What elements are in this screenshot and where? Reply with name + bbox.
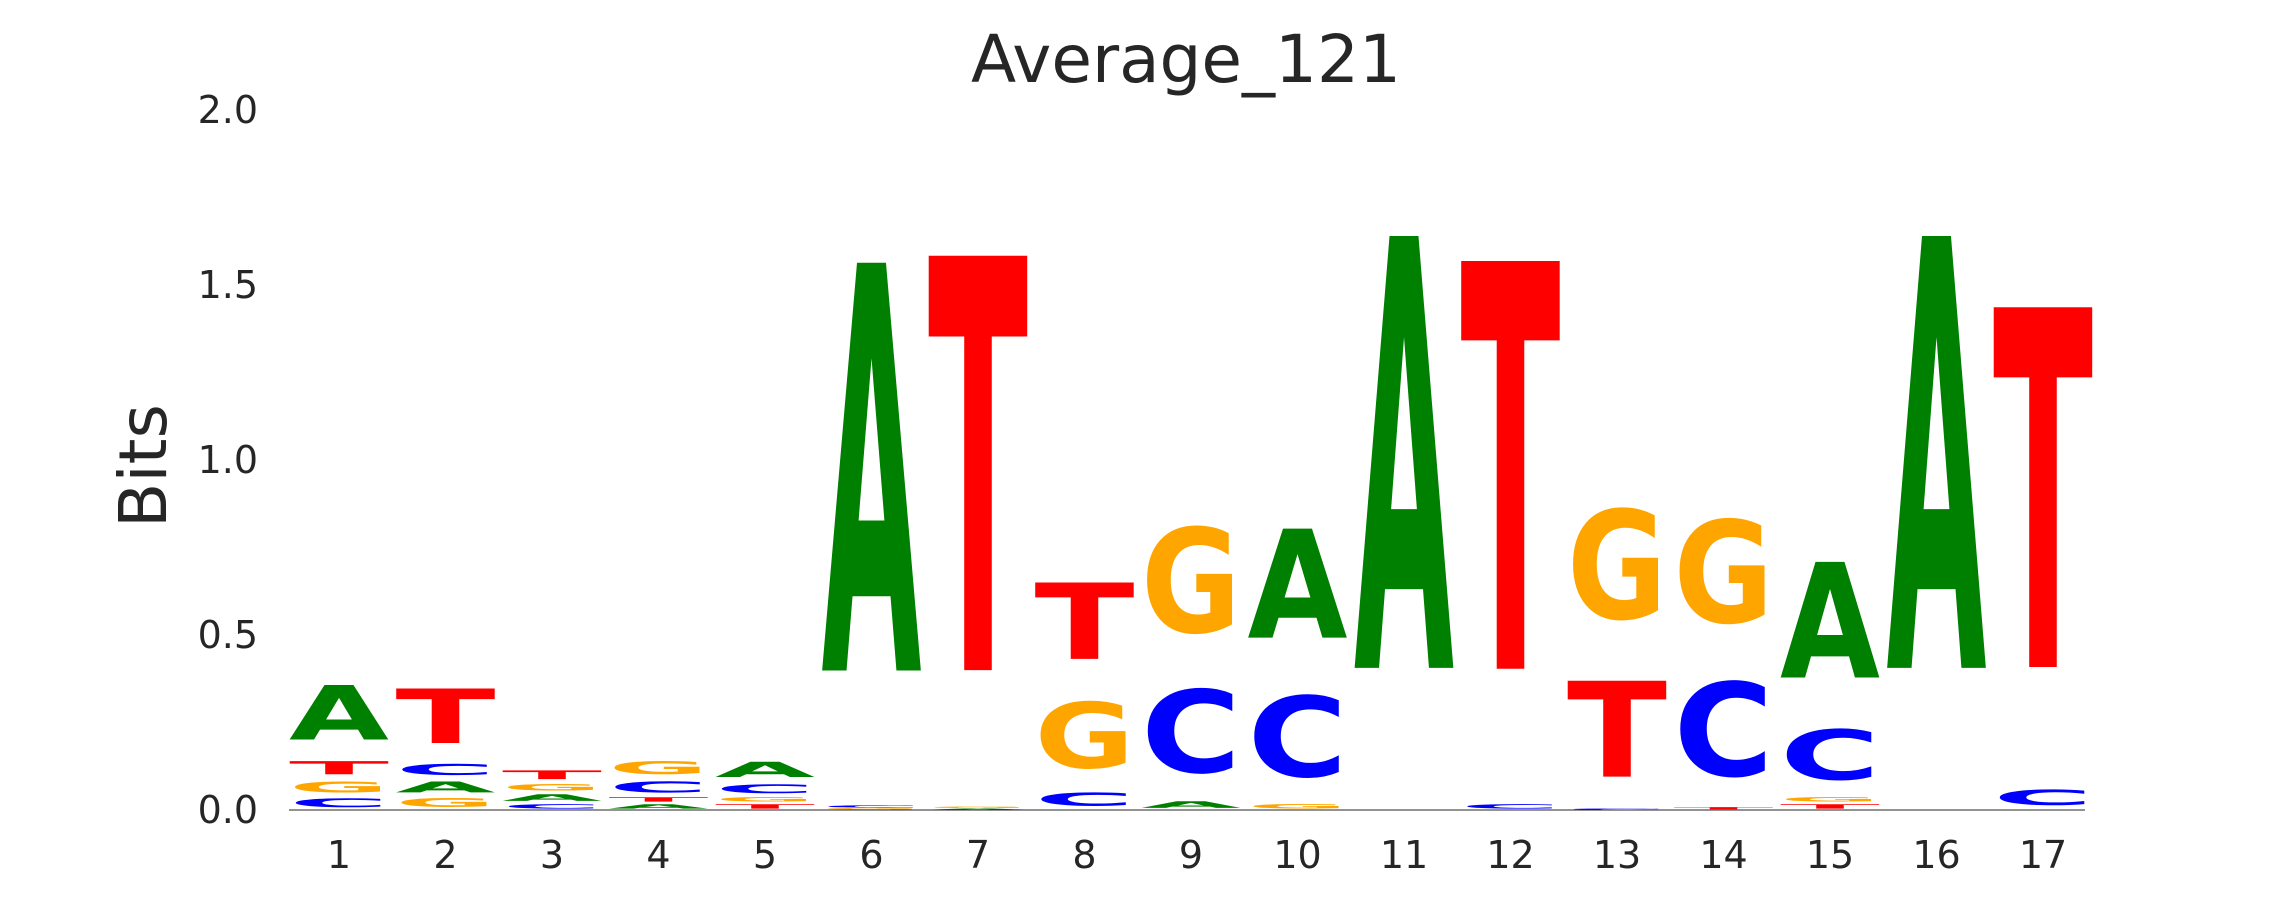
y-axis-ticks: 0.0 0.5 1.0 1.5 2.0 — [198, 88, 258, 832]
logo-column: AG T — [928, 143, 1029, 810]
y-tick-label: 0.5 — [198, 613, 258, 657]
logo-letter-A: A — [715, 758, 816, 782]
x-axis-ticks: 1 2 3 4 5 6 7 8 9 10 11 12 13 14 15 16 17 — [327, 833, 2067, 877]
logo-letter-T: T — [609, 796, 709, 803]
logo-letter-A: A — [609, 803, 709, 810]
logo-letter-T: T — [928, 143, 1029, 804]
logo-letter-G: G — [715, 796, 815, 803]
x-tick-label: 3 — [540, 833, 564, 877]
logo-column: ACG — [1141, 499, 1241, 810]
logo-letter-G: G — [928, 807, 1028, 809]
logo-letter-G: G — [1141, 499, 1241, 666]
logo-letter-C: C — [1035, 789, 1135, 810]
logo-letter-C: C — [289, 796, 389, 810]
logo-letter-A: A — [1141, 800, 1241, 810]
logo-column: A — [1354, 119, 1455, 808]
x-tick-label: 11 — [1380, 833, 1428, 877]
x-tick-label: 5 — [753, 833, 777, 877]
x-tick-label: 13 — [1593, 833, 1641, 877]
logo-column: A — [1887, 119, 1988, 808]
logo-letter-A: A — [928, 808, 1028, 810]
x-tick-label: 16 — [1912, 833, 1960, 877]
logo-letter-G: G — [502, 782, 602, 792]
logo-letter-C: C — [1248, 675, 1348, 803]
x-tick-label: 17 — [2019, 833, 2067, 877]
x-tick-label: 8 — [1072, 833, 1096, 877]
logo-letter-T: T — [1674, 807, 1774, 810]
y-tick-label: 1.5 — [198, 263, 258, 307]
logo-letter-C: C — [822, 805, 922, 808]
x-tick-label: 7 — [966, 833, 990, 877]
y-tick-label: 0.0 — [198, 788, 258, 832]
logo-letter-A: A — [396, 779, 496, 796]
logo-column: CGT — [1035, 563, 1135, 810]
logo-column: GCA — [1248, 498, 1348, 810]
logo-letter-C: C — [1461, 803, 1561, 810]
logo-letter-A: A — [1887, 119, 1988, 808]
logo-letter-G: G — [396, 796, 496, 810]
chart-title: Average_121 — [971, 21, 1401, 98]
x-tick-label: 12 — [1486, 833, 1534, 877]
logo-letter-C: C — [715, 782, 815, 796]
y-tick-label: 1.0 — [198, 438, 258, 482]
logo-letter-G: G — [1035, 685, 1135, 789]
x-tick-label: 14 — [1699, 833, 1747, 877]
logo-letter-T: T — [715, 803, 815, 810]
logo-column: GCA — [822, 151, 923, 810]
logo-letter-A: A — [1248, 498, 1348, 672]
logo-letter-T: T — [1567, 655, 1667, 808]
logo-letter-T: T — [1780, 803, 1880, 810]
logo-letter-A: A — [822, 151, 923, 803]
logo-letter-T: T — [396, 674, 496, 761]
logo-letter-G: G — [289, 779, 389, 796]
x-tick-label: 4 — [646, 833, 670, 877]
x-tick-label: 10 — [1273, 833, 1321, 877]
logo-letter-T: T — [1035, 563, 1135, 685]
logo-letter-A: A — [289, 670, 389, 757]
x-tick-label: 6 — [859, 833, 883, 877]
logo-column: TCG — [1674, 493, 1774, 810]
logo-letter-G: G — [1780, 796, 1880, 803]
logo-letter-G: G — [822, 808, 922, 810]
logo-letter-G: G — [1674, 493, 1774, 657]
logo-letter-A: A — [1780, 532, 1880, 716]
logo-letter-C: C — [1993, 786, 2093, 810]
logo-letter-T: T — [502, 768, 602, 782]
logo-letter-A: A — [502, 793, 602, 803]
x-tick-label: 9 — [1179, 833, 1203, 877]
logo-letter-T: T — [289, 758, 389, 779]
logo-column: CTG — [1567, 480, 1667, 810]
x-tick-label: 1 — [327, 833, 351, 877]
logo-letter-T: T — [1461, 150, 1562, 801]
logo-letter-G: G — [609, 757, 709, 778]
y-tick-label: 2.0 — [198, 88, 258, 132]
logo-letter-G: G — [1248, 803, 1348, 810]
x-tick-label: 15 — [1806, 833, 1854, 877]
logo-letter-C: C — [609, 779, 709, 796]
y-axis-label: Bits — [105, 404, 182, 528]
logo-letter-C: C — [1674, 657, 1774, 807]
logo-letter-C: C — [502, 803, 602, 810]
logo-letter-C: C — [396, 761, 496, 778]
logo-letter-C: C — [1567, 808, 1667, 810]
logo-column: CT — [1993, 209, 2094, 810]
logo-letter-C: C — [1141, 667, 1241, 799]
logo-letter-C: C — [1780, 716, 1880, 796]
x-tick-label: 2 — [433, 833, 457, 877]
logo-letter-A: A — [1354, 119, 1455, 808]
logo-letter-T: T — [1993, 209, 2094, 784]
logo-letter-G: G — [1567, 480, 1667, 654]
logo-column: CT — [1461, 150, 1562, 810]
